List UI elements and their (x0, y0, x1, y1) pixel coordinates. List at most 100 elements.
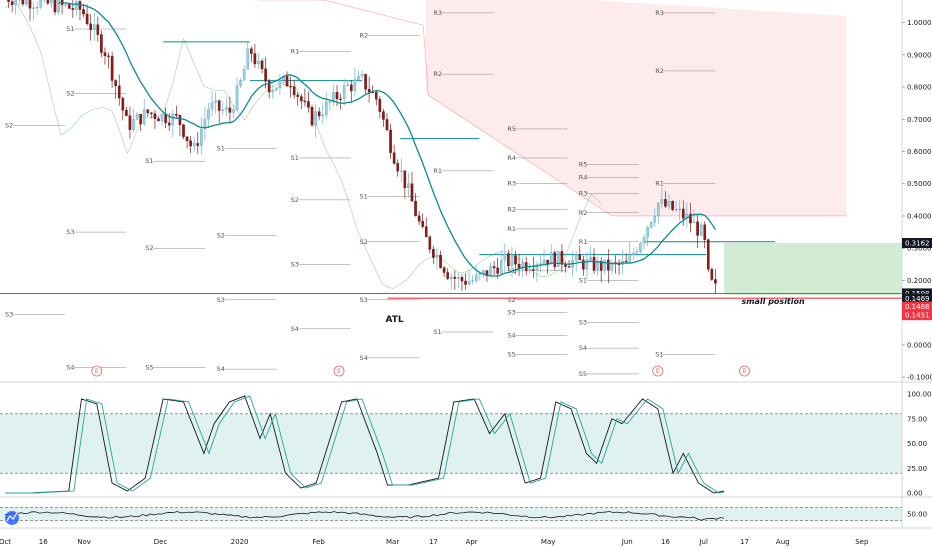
candle-body (242, 68, 246, 81)
date-tick-label: Aug (776, 538, 790, 546)
candle-body (53, 0, 57, 13)
rsi-pane[interactable] (0, 507, 902, 521)
candle-body (399, 170, 403, 172)
candle-body (314, 111, 317, 126)
candle-body (607, 259, 610, 271)
candle-body (203, 118, 207, 130)
stoch-d-line (5, 395, 725, 494)
candle-body (353, 79, 357, 92)
candle-body (167, 122, 171, 126)
candle-body (660, 199, 664, 204)
candle-body (160, 113, 164, 122)
stoch-tick-label: 50.00 (907, 440, 927, 448)
candle-body (424, 226, 428, 238)
candle-body (7, 0, 10, 2)
candle-body (360, 74, 364, 77)
rsi-tick-label: 50.00 (907, 511, 927, 519)
candle-body (300, 96, 303, 102)
price-tag-label: 0.1468 (905, 303, 930, 311)
candle-body (460, 277, 464, 282)
candle-body (357, 76, 360, 80)
candle-body (185, 136, 189, 141)
date-tick-label: Oct (0, 538, 11, 546)
candle-body (610, 262, 614, 271)
candle-body (639, 243, 642, 252)
candle-body (239, 80, 242, 86)
candle-body (482, 270, 485, 274)
price-tag (902, 237, 932, 248)
candle-body (667, 201, 671, 207)
candle-body (92, 24, 96, 30)
candle-body (557, 251, 560, 268)
price-tick-label: 0.3000 (907, 245, 932, 253)
price-tick-label: 0.2000 (907, 277, 932, 285)
candle-body (560, 251, 564, 265)
candle-body (532, 269, 535, 271)
price-tick-label: 0.9000 (907, 51, 932, 59)
candle-body (71, 8, 75, 10)
candle-body (150, 112, 153, 114)
candle-body (285, 76, 289, 87)
candle-body (228, 107, 232, 113)
earnings-event-marker (652, 365, 664, 377)
candle-body (125, 110, 128, 116)
price-tick-label: 1.0000 (907, 19, 932, 27)
candle-body (514, 255, 517, 265)
candle-body (592, 256, 596, 271)
candle-body (417, 215, 421, 222)
date-tick-label: 16 (39, 538, 48, 546)
candle-body (96, 24, 100, 35)
candle-body (585, 259, 589, 270)
candle-body (696, 221, 699, 236)
candle-body (464, 280, 467, 285)
candle-body (674, 209, 678, 211)
candle-body (82, 9, 85, 15)
stochastic-pane[interactable] (0, 395, 902, 494)
stoch-tick-label: 100.00 (907, 391, 932, 399)
candle-body (703, 224, 707, 240)
candle-body (489, 266, 492, 277)
candle-body (364, 74, 367, 90)
pivot-level-label: R2 (655, 67, 664, 75)
candle-body (678, 208, 682, 211)
stoch-tick-label: 0.00 (907, 490, 923, 498)
pivot-level-label: S3 (579, 318, 587, 326)
candle-body (64, 4, 67, 6)
price-tick-label: 0.0000 (907, 341, 932, 349)
candle-body (328, 101, 332, 103)
pivot-level-label: S2 (5, 122, 13, 130)
candle-body (467, 280, 471, 285)
pivot-level-label: R1 (579, 238, 588, 246)
price-pane[interactable]: S1 S2 S3 S4 S2 S3 S1 S2 S5 S1 S2 S3 S4 R1 S1 S2 S3 S4 R2 S1… (0, 0, 902, 378)
candle-body (110, 56, 114, 81)
candle-body (582, 259, 585, 270)
candle-body (146, 109, 150, 114)
candle-body (339, 98, 342, 100)
pivot-level-label: S1 (145, 157, 153, 165)
candle-body (510, 255, 514, 267)
candle-body (189, 140, 192, 147)
pivot-level-label: S2 (507, 296, 515, 304)
date-tick-label: Sep (855, 538, 869, 546)
candle-body (100, 34, 103, 53)
candle-body (303, 100, 307, 103)
price-tick-label: 0.7000 (907, 116, 932, 124)
pivot-level-label: S3 (217, 296, 225, 304)
pivot-level-label: S1 (359, 193, 367, 201)
candle-body (378, 99, 382, 112)
date-tick-label: Apr (466, 538, 478, 546)
date-tick-label: Mar (386, 538, 399, 546)
candle-body (564, 264, 567, 267)
candle-body (157, 118, 160, 122)
candle-body (367, 89, 371, 93)
candle-body (503, 253, 507, 261)
candle-body (75, 1, 78, 10)
candle-body (260, 60, 264, 70)
candle-body (250, 48, 253, 54)
candle-body (657, 202, 660, 217)
price-tag-label: 0.1469 (905, 295, 930, 303)
candle-body (428, 236, 432, 250)
candle-body (671, 201, 674, 210)
candle-body (374, 92, 378, 100)
